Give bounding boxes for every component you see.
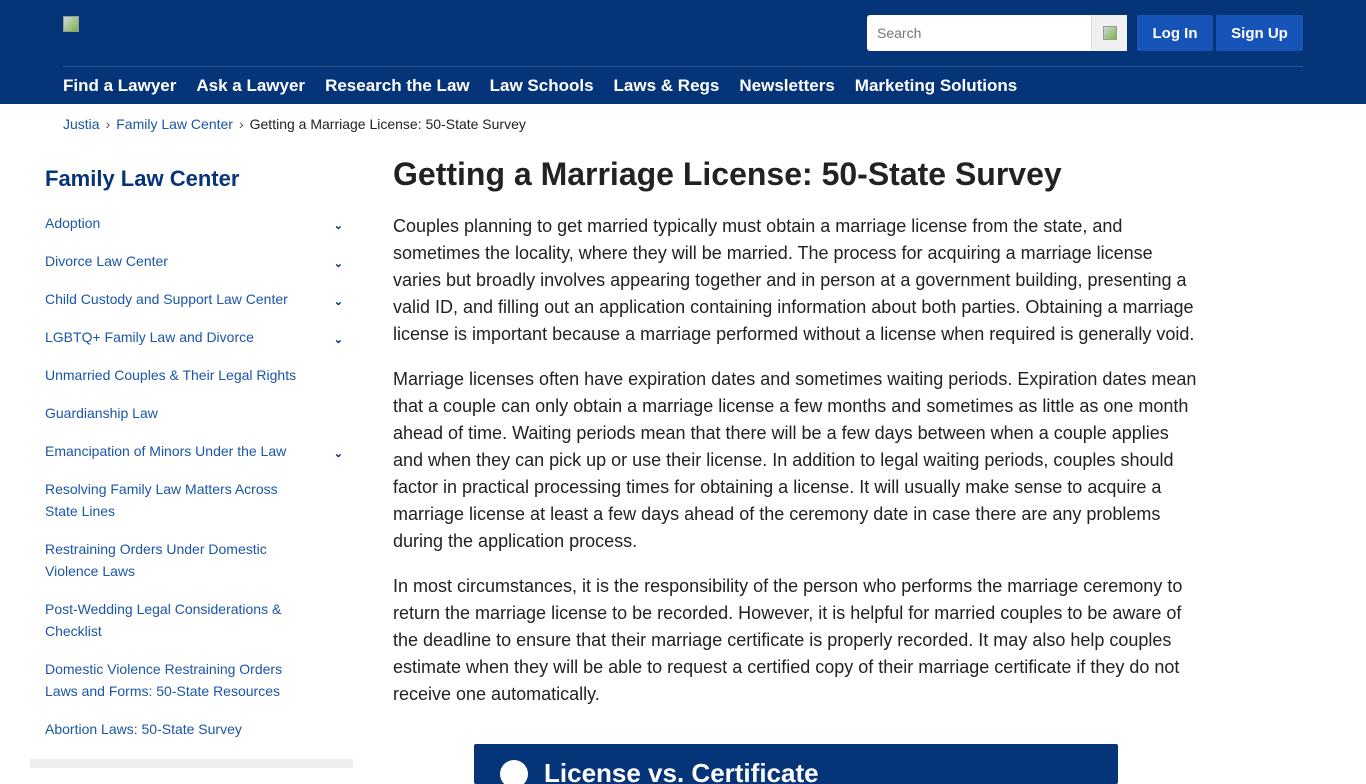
article: Getting a Marriage License: 50-State Sur…	[393, 156, 1203, 726]
chevron-down-icon[interactable]: ⌄	[333, 258, 343, 270]
sidebar-item[interactable]: Guardianship Law	[45, 402, 345, 424]
nav-ask-a-lawyer[interactable]: Ask a Lawyer	[196, 76, 306, 95]
breadcrumb-family-law-center[interactable]: Family Law Center	[116, 116, 233, 132]
sidebar-item[interactable]: Emancipation of Minors Under the Law ⌄	[45, 440, 345, 462]
sidebar-title[interactable]: Family Law Center	[45, 166, 240, 191]
sidebar-item[interactable]: Unmarried Couples & Their Legal Rights	[45, 364, 345, 386]
chevron-right-icon: ›	[105, 116, 111, 132]
chevron-down-icon[interactable]: ⌄	[333, 296, 343, 308]
sidebar-item[interactable]: Abortion Laws: 50-State Survey	[45, 718, 345, 740]
info-box-title: License vs. Certificate	[544, 758, 819, 784]
sidebar-item-label: Restraining Orders Under Domestic Violen…	[45, 541, 267, 579]
breadcrumb-current: Getting a Marriage License: 50-State Sur…	[249, 116, 526, 132]
sidebar-item[interactable]: LGBTQ+ Family Law and Divorce ⌄	[45, 326, 345, 348]
sidebar-item-label: Abortion Laws: 50-State Survey	[45, 721, 242, 737]
sidebar: Family Law Center Adoption ⌄ Divorce Law C…	[45, 166, 345, 756]
sidebar-item[interactable]: Divorce Law Center ⌄	[45, 250, 345, 272]
sidebar-item-label: Unmarried Couples & Their Legal Rights	[45, 367, 297, 383]
login-button[interactable]: Log In	[1137, 15, 1213, 51]
sidebar-item-label: Domestic Violence Restraining Orders Law…	[45, 661, 283, 699]
breadcrumb-justia[interactable]: Justia	[63, 116, 100, 132]
sidebar-item[interactable]: Restraining Orders Under Domestic Violen…	[45, 538, 345, 582]
search-icon	[1102, 26, 1117, 40]
sidebar-item-label: LGBTQ+ Family Law and Divorce	[45, 329, 254, 345]
info-box-header: License vs. Certificate	[474, 744, 1118, 784]
chevron-down-icon[interactable]: ⌄	[333, 334, 343, 346]
sidebar-item-label: Guardianship Law	[45, 405, 158, 421]
paragraph: In most circumstances, it is the respons…	[393, 576, 1183, 704]
sidebar-item-label: Adoption	[45, 215, 101, 231]
paragraph: Couples planning to get married typicall…	[393, 216, 1195, 344]
chevron-down-icon[interactable]: ⌄	[333, 220, 343, 232]
info-icon	[500, 760, 528, 784]
sidebar-item[interactable]: Resolving Family Law Matters Across Stat…	[45, 478, 345, 522]
sidebar-item-label: Child Custody and Support Law Center	[45, 291, 288, 307]
nav-research-the-law[interactable]: Research the Law	[325, 76, 470, 95]
search-form	[867, 15, 1127, 51]
signup-button[interactable]: Sign Up	[1216, 15, 1303, 51]
sidebar-next-item[interactable]	[30, 759, 353, 768]
justia-logo[interactable]	[63, 16, 79, 32]
chevron-right-icon: ›	[238, 116, 244, 132]
site-header: Log In Sign Up Find a Lawyer Ask a Lawye…	[0, 0, 1366, 104]
page-title: Getting a Marriage License: 50-State Sur…	[393, 156, 1062, 192]
sidebar-item-label: Emancipation of Minors Under the Law	[45, 443, 287, 459]
nav-find-a-lawyer[interactable]: Find a Lawyer	[63, 76, 177, 95]
main-nav: Find a Lawyer Ask a Lawyer Research the …	[63, 66, 1303, 96]
search-button[interactable]	[1091, 15, 1127, 51]
nav-law-schools[interactable]: Law Schools	[489, 76, 594, 95]
search-input[interactable]	[867, 15, 1091, 51]
breadcrumb: Justia › Family Law Center › Getting a Marri…	[63, 116, 526, 132]
nav-newsletters[interactable]: Newsletters	[739, 76, 835, 95]
sidebar-item-label: Resolving Family Law Matters Across Stat…	[45, 481, 278, 519]
paragraph: Marriage licenses often have expiration …	[393, 369, 1197, 551]
nav-laws-regs[interactable]: Laws & Regs	[613, 76, 720, 95]
sidebar-item[interactable]: Child Custody and Support Law Center ⌄	[45, 288, 345, 310]
chevron-down-icon[interactable]: ⌄	[333, 448, 343, 460]
sidebar-item[interactable]: Adoption ⌄	[45, 212, 345, 234]
sidebar-item-label: Divorce Law Center	[45, 253, 168, 269]
nav-marketing-solutions[interactable]: Marketing Solutions	[854, 76, 1018, 95]
sidebar-item[interactable]: Post-Wedding Legal Considerations & Chec…	[45, 598, 345, 642]
sidebar-item[interactable]: Domestic Violence Restraining Orders Law…	[45, 658, 345, 702]
sidebar-item-label: Post-Wedding Legal Considerations & Chec…	[45, 601, 282, 639]
